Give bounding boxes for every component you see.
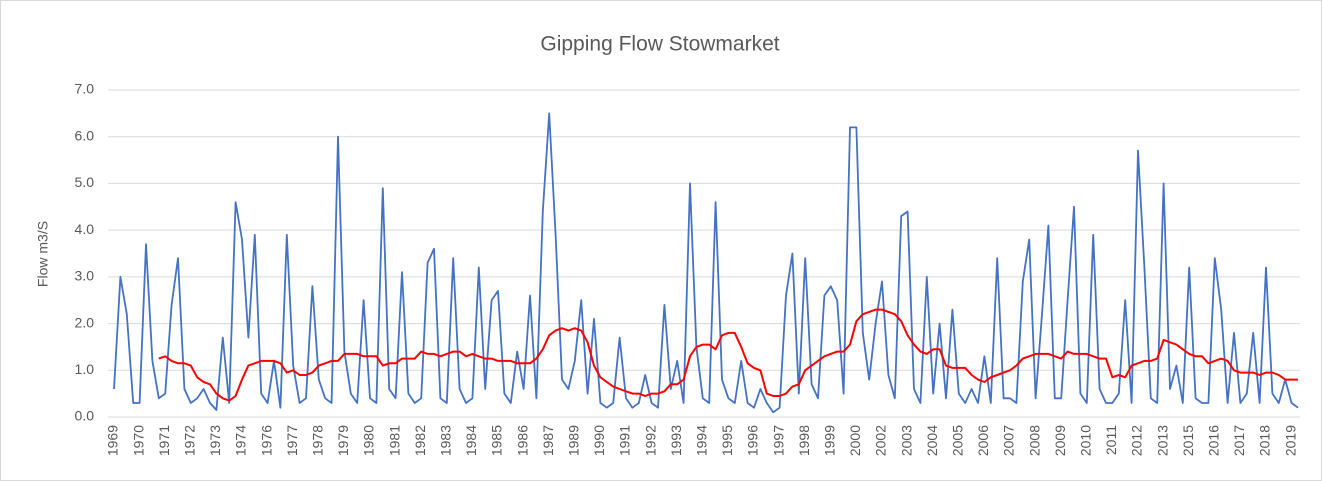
x-tick-label: 1970	[130, 425, 146, 456]
x-tick-label: 2010	[1078, 425, 1094, 456]
y-tick-label: 4.0	[75, 221, 95, 237]
y-tick-label: 6.0	[75, 127, 95, 143]
x-tick-label: 1973	[207, 425, 223, 456]
data-line	[113, 112, 1299, 414]
y-axis-label: Flow m3/S	[35, 221, 51, 287]
chart-title: Gipping Flow Stowmarket	[540, 33, 779, 56]
x-tick-label: 2003	[898, 425, 914, 456]
x-tick-label: 1998	[796, 425, 812, 456]
y-tick-label: 3.0	[75, 268, 95, 284]
y-tick-label: 0.0	[75, 408, 95, 424]
x-tick-label: 1983	[438, 425, 454, 456]
data-line	[158, 308, 1298, 402]
y-tick-label: 2.0	[75, 314, 95, 330]
x-tick-label: 2005	[950, 425, 966, 456]
x-tick-label: 1981	[386, 425, 402, 456]
x-tick-label: 1999	[822, 425, 838, 456]
x-tick-label: 2015	[1180, 425, 1196, 456]
x-tick-label: 1974	[233, 425, 249, 456]
x-tick-label: 1971	[156, 425, 172, 456]
x-tick-label: 1985	[489, 425, 505, 456]
x-tick-label: 1979	[335, 425, 351, 456]
x-tick-label: 1986	[514, 425, 530, 456]
x-tick-label: 1990	[591, 425, 607, 456]
x-tick-label: 1995	[719, 425, 735, 456]
x-tick-label: 1996	[745, 425, 761, 456]
x-tick-label: 2012	[1129, 425, 1145, 456]
x-tick-label: 1972	[182, 425, 198, 456]
x-tick-label: 2006	[975, 425, 991, 456]
y-tick-label: 7.0	[75, 81, 95, 97]
x-tick-label: 1987	[540, 425, 556, 456]
x-tick-label: 1969	[105, 425, 121, 456]
x-tick-label: 2011	[1103, 425, 1119, 455]
x-tick-label: 2016	[1206, 425, 1222, 456]
x-tick-label: 1978	[310, 425, 326, 456]
x-tick-label: 2018	[1257, 425, 1273, 456]
x-tick-label: 1991	[617, 425, 633, 456]
x-tick-label: 2007	[1001, 425, 1017, 456]
y-tick-label: 5.0	[75, 174, 95, 190]
x-tick-label: 2004	[924, 425, 940, 456]
x-tick-label: 2019	[1282, 425, 1298, 456]
x-tick-label: 2008	[1026, 425, 1042, 456]
x-tick-label: 2009	[1052, 425, 1068, 456]
x-tick-label: 1997	[770, 425, 786, 456]
x-tick-label: 1977	[284, 425, 300, 456]
x-tick-label: 1984	[463, 425, 479, 456]
x-tick-label: 2000	[847, 425, 863, 456]
x-tick-label: 1976	[258, 425, 274, 456]
x-tick-label: 2002	[873, 425, 889, 456]
x-tick-label: 2017	[1231, 425, 1247, 456]
x-tick-label: 1993	[668, 425, 684, 456]
y-tick-label: 1.0	[75, 361, 95, 377]
x-tick-label: 1994	[694, 425, 710, 456]
x-tick-label: 1989	[566, 425, 582, 456]
x-tick-label: 1982	[412, 425, 428, 456]
x-tick-label: 1992	[642, 425, 658, 456]
x-tick-label: 2013	[1154, 425, 1170, 456]
x-tick-label: 1980	[361, 425, 377, 456]
